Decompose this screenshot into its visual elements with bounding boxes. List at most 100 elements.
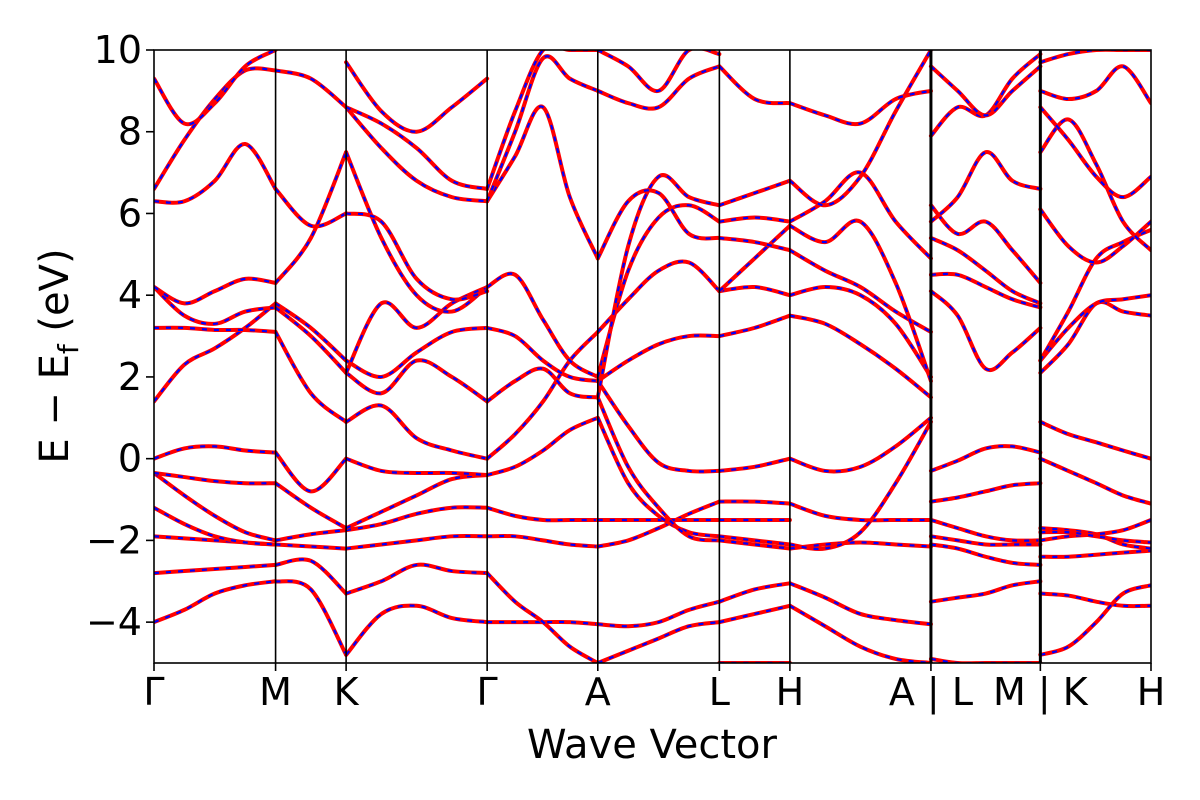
band-line-red-32 [344, 403, 490, 461]
band-line-red-106 [928, 150, 1043, 224]
band-line-red-111 [1038, 548, 1151, 559]
band-line-blue-74 [719, 457, 791, 473]
band-line-blue-36 [345, 151, 488, 313]
band-line-blue-81 [718, 65, 791, 105]
band-line-blue-122 [1039, 106, 1151, 199]
band-line-blue-70 [719, 500, 790, 505]
band-line-red-34 [344, 325, 490, 379]
band-line-red-37 [344, 211, 490, 302]
band-line-blue-64 [596, 189, 720, 259]
band-line-blue-73 [719, 539, 791, 550]
ytick-label-2: 0 [118, 437, 142, 481]
band-line-blue-18 [274, 482, 347, 530]
band-line-red-98 [928, 542, 1043, 567]
band-line-blue-68 [719, 604, 791, 624]
band-line-blue-76 [719, 285, 791, 297]
band-line-blue-62 [596, 204, 720, 378]
band-line-red-44 [485, 505, 600, 523]
band-line-red-28 [344, 534, 490, 551]
band-line-blue-31 [345, 457, 488, 477]
band-line-blue-94 [789, 89, 932, 126]
band-line-red-20 [273, 329, 349, 424]
ytick-label-4: 4 [118, 273, 142, 317]
band-line-red-95 [928, 579, 1043, 604]
band-line-red-70 [717, 499, 792, 506]
band-line-blue-75 [719, 314, 791, 338]
band-line-red-114 [1038, 529, 1151, 545]
band-line-blue-15 [275, 558, 347, 595]
band-line-red-11 [154, 142, 278, 205]
band-line-blue-54 [597, 621, 720, 663]
xtick-label-2: K [334, 670, 360, 714]
band-line-red-101 [928, 444, 1043, 473]
band-line-blue-93 [789, 50, 932, 207]
band-line-blue-42 [486, 572, 599, 663]
band-line-blue-108 [930, 65, 1042, 117]
ytick-label-3: 2 [118, 355, 142, 399]
band-line-red-84 [787, 501, 933, 523]
band-line-blue-77 [718, 224, 791, 292]
band-line-red-50 [485, 104, 600, 261]
band-line-red-65 [595, 64, 722, 111]
band-line-red-6 [154, 444, 278, 461]
y-axis-label-subscript: f [52, 343, 85, 354]
band-line-blue-102 [930, 290, 1042, 372]
band-line-red-27 [344, 562, 490, 596]
band-line-blue-117 [1039, 300, 1151, 374]
band-line-red-7 [154, 301, 278, 404]
y-axis-label: E − Ef (eV) [32, 248, 85, 463]
band-line-red-13 [154, 50, 278, 127]
band-line-blue-80 [719, 216, 791, 223]
xtick-label-5: L [709, 670, 730, 714]
band-line-blue-9 [154, 286, 276, 326]
band-line-red-93 [787, 50, 933, 208]
band-line-red-118 [1038, 293, 1151, 363]
plot-frame [153, 49, 1152, 664]
band-line-red-10 [154, 276, 278, 306]
band-line-blue-67 [719, 582, 791, 603]
band-line-blue-65 [597, 65, 720, 110]
band-line-red-99 [928, 517, 1043, 543]
band-line-red-47 [485, 366, 600, 404]
band-line-blue-26 [345, 604, 488, 656]
band-line-red-91 [787, 218, 933, 384]
band-line-blue-66 [597, 50, 720, 92]
band-line-red-54 [595, 620, 722, 663]
band-line-red-33 [344, 358, 490, 404]
band-line-blue-8 [154, 326, 276, 334]
band-line-blue-2 [154, 535, 276, 546]
band-line-blue-55 [597, 500, 720, 548]
band-line-blue-103 [930, 272, 1041, 309]
band-line-blue-115 [1039, 457, 1151, 505]
y-axis-ticks: −4 −2 0 2 4 6 8 10 [86, 28, 154, 644]
band-line-red-42 [485, 571, 600, 663]
band-line-blue-28 [345, 534, 488, 550]
band-line-blue-35 [345, 286, 488, 374]
ytick-label-0: −4 [86, 600, 142, 644]
band-line-blue-52 [486, 50, 598, 190]
kpoint-divider-lines [274, 50, 1042, 663]
band-line-blue-120 [1039, 208, 1151, 264]
band-line-red-113 [1038, 517, 1151, 543]
band-line-blue-1 [154, 563, 276, 575]
xtick-label-1: M [259, 670, 292, 714]
band-line-red-22 [273, 301, 349, 363]
xtick-label-6: H [776, 670, 805, 714]
ytick-label-1: −2 [86, 518, 142, 562]
band-line-blue-53 [597, 600, 720, 628]
band-line-red-66 [595, 50, 722, 93]
band-line-blue-37 [345, 212, 488, 301]
band-line-red-36 [344, 150, 490, 314]
xtick-label-9: H [1137, 670, 1166, 714]
band-line-blue-105 [930, 204, 1042, 284]
band-line-blue-27 [345, 563, 488, 595]
band-line-blue-47 [486, 367, 598, 403]
band-line-red-109 [1038, 591, 1151, 609]
band-line-blue-0 [154, 580, 276, 624]
xtick-label-0: Γ [143, 670, 164, 714]
band-line-red-14 [273, 579, 349, 657]
ytick-label-7: 10 [94, 28, 142, 72]
band-line-blue-21 [274, 306, 347, 374]
band-line-red-39 [344, 105, 490, 191]
band-line-blue-38 [345, 106, 488, 203]
